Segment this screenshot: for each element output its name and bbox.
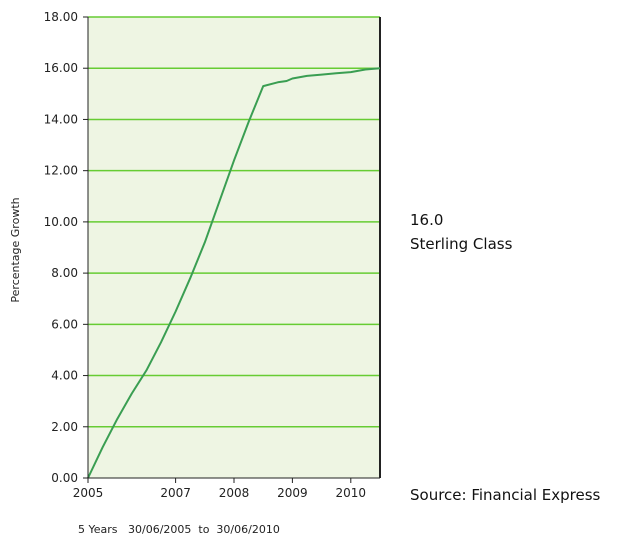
x-tick-label: 2010 [336, 486, 367, 500]
y-tick-label: 16.00 [44, 61, 78, 75]
y-tick-label: 10.00 [44, 215, 78, 229]
y-axis: 0.00 2.00 4.00 6.00 8.00 10.00 12.00 14.00 16.00… [44, 10, 89, 485]
plot-background [88, 17, 380, 478]
x-tick-label: 2007 [160, 486, 191, 500]
y-tick-label: 18.00 [44, 10, 78, 24]
y-tick-label: 14.00 [44, 112, 78, 126]
series-name-label: Sterling Class [410, 235, 513, 253]
source-label: Source: Financial Express [410, 486, 601, 504]
y-tick-label: 4.00 [51, 369, 78, 383]
y-tick-label: 8.00 [51, 266, 78, 280]
series-line [87, 67, 381, 479]
y-tick-label: 6.00 [51, 317, 78, 331]
plot-area [87, 16, 381, 479]
end-value-label: 16.0 [410, 211, 444, 229]
x-tick-label: 2008 [219, 486, 250, 500]
y-tick-label: 0.00 [51, 471, 78, 485]
x-tick-label: 2005 [73, 486, 104, 500]
y-axis-label: Percentage Growth [9, 197, 22, 302]
y-tick-label: 2.00 [51, 420, 78, 434]
period-label: 5 Years 30/06/2005 to 30/06/2010 [78, 523, 280, 536]
x-tick-label: 2009 [277, 486, 308, 500]
y-tick-label: 12.00 [44, 164, 78, 178]
x-axis: 2005 2007 2008 2009 2010 [73, 477, 380, 500]
